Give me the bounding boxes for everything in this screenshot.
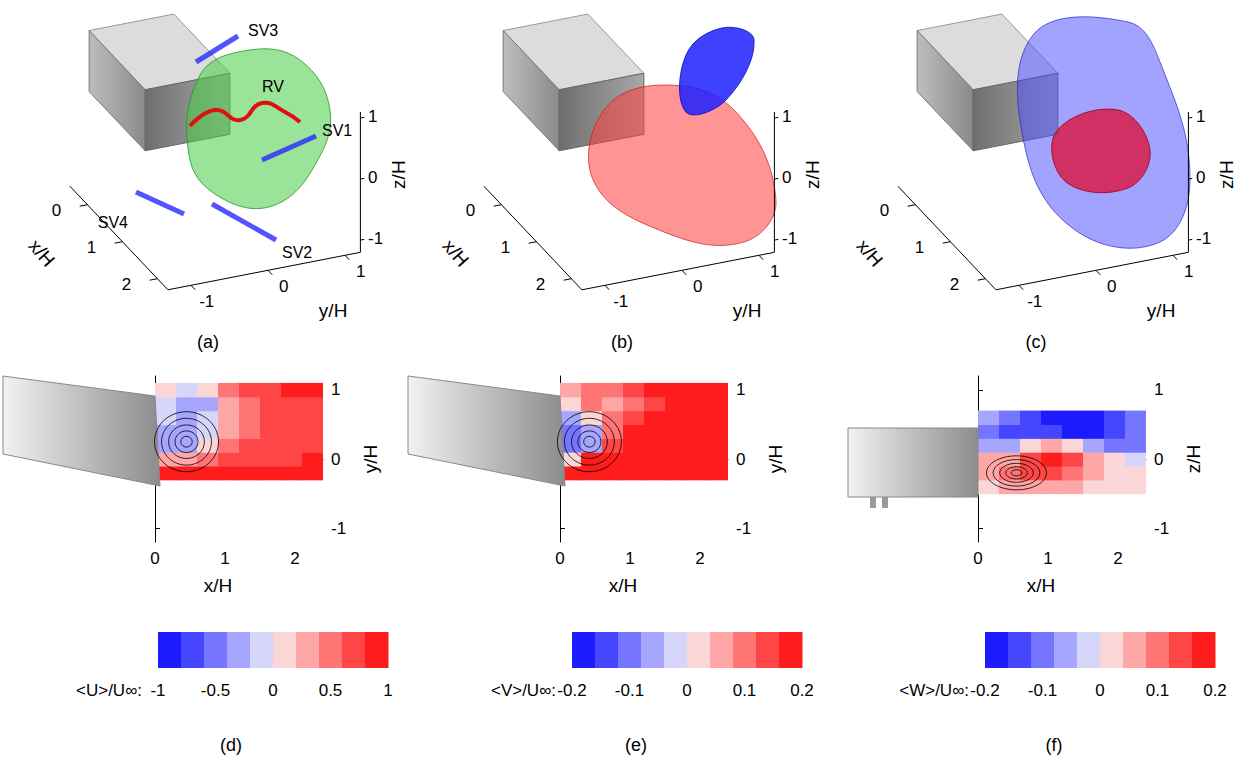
svg-text:0: 0 bbox=[1196, 168, 1205, 187]
svg-text:0: 0 bbox=[1107, 277, 1116, 296]
svg-text:0: 0 bbox=[466, 201, 475, 220]
svg-text:1: 1 bbox=[368, 107, 377, 126]
svg-text:-1: -1 bbox=[150, 681, 165, 700]
svg-text:1: 1 bbox=[1196, 107, 1205, 126]
svg-text:1: 1 bbox=[1184, 262, 1193, 281]
svg-text:0: 0 bbox=[973, 549, 982, 568]
svg-text:2: 2 bbox=[695, 549, 704, 568]
svg-text:1: 1 bbox=[770, 262, 779, 281]
svg-text:y/H: y/H bbox=[1147, 300, 1176, 321]
svg-text:1: 1 bbox=[501, 238, 510, 257]
svg-text:0.2: 0.2 bbox=[790, 681, 814, 700]
svg-text:0: 0 bbox=[682, 681, 691, 700]
svg-text:x/H: x/H bbox=[25, 235, 60, 270]
svg-text:0: 0 bbox=[150, 549, 159, 568]
svg-text:2: 2 bbox=[122, 275, 131, 294]
svg-text:2: 2 bbox=[950, 275, 959, 294]
svg-text:(c): (c) bbox=[1026, 332, 1047, 352]
svg-text:y/H: y/H bbox=[733, 300, 762, 321]
svg-text:z/H: z/H bbox=[802, 160, 823, 189]
svg-text:0.1: 0.1 bbox=[733, 681, 757, 700]
svg-text:0: 0 bbox=[1154, 450, 1163, 469]
svg-text:z/H: z/H bbox=[1183, 445, 1204, 474]
svg-text:-0.1: -0.1 bbox=[1028, 681, 1057, 700]
svg-text:x/H: x/H bbox=[1027, 575, 1056, 596]
svg-text:0: 0 bbox=[279, 277, 288, 296]
svg-text:0: 0 bbox=[782, 168, 791, 187]
svg-text:0: 0 bbox=[268, 681, 277, 700]
svg-text:1: 1 bbox=[331, 380, 340, 399]
svg-text:1: 1 bbox=[915, 238, 924, 257]
svg-text:0: 0 bbox=[368, 168, 377, 187]
svg-text:x/H: x/H bbox=[609, 575, 638, 596]
svg-text:SV1: SV1 bbox=[322, 122, 352, 139]
svg-text:-1: -1 bbox=[613, 292, 628, 311]
svg-text:(e): (e) bbox=[625, 735, 647, 755]
svg-text:-1: -1 bbox=[331, 519, 346, 538]
svg-text:0: 0 bbox=[736, 450, 745, 469]
svg-text:2: 2 bbox=[1113, 549, 1122, 568]
svg-text:-1: -1 bbox=[736, 519, 751, 538]
svg-text:2: 2 bbox=[290, 549, 299, 568]
svg-text:<W>/U∞:: <W>/U∞: bbox=[899, 681, 969, 700]
svg-text:-1: -1 bbox=[368, 229, 383, 248]
svg-text:SV4: SV4 bbox=[98, 214, 128, 231]
svg-text:SV2: SV2 bbox=[282, 244, 312, 261]
svg-text:-0.2: -0.2 bbox=[557, 681, 586, 700]
svg-text:x/H: x/H bbox=[439, 235, 474, 270]
svg-text:-1: -1 bbox=[1154, 519, 1169, 538]
svg-text:RV: RV bbox=[262, 78, 284, 95]
svg-text:(a): (a) bbox=[197, 332, 219, 352]
svg-text:-1: -1 bbox=[199, 292, 214, 311]
svg-text:-0.2: -0.2 bbox=[970, 681, 999, 700]
svg-text:1: 1 bbox=[782, 107, 791, 126]
svg-text:0: 0 bbox=[555, 549, 564, 568]
svg-text:(f): (f) bbox=[1046, 735, 1063, 755]
svg-text:0.1: 0.1 bbox=[1146, 681, 1170, 700]
svg-text:1: 1 bbox=[383, 681, 392, 700]
svg-text:1: 1 bbox=[736, 380, 745, 399]
svg-text:0: 0 bbox=[1095, 681, 1104, 700]
svg-text:0: 0 bbox=[880, 201, 889, 220]
svg-text:(b): (b) bbox=[611, 332, 633, 352]
svg-text:x/H: x/H bbox=[853, 235, 888, 270]
svg-text:x/H: x/H bbox=[204, 575, 233, 596]
svg-text:-1: -1 bbox=[1196, 229, 1211, 248]
svg-text:1: 1 bbox=[87, 238, 96, 257]
svg-text:-0.1: -0.1 bbox=[615, 681, 644, 700]
svg-text:SV3: SV3 bbox=[248, 22, 278, 39]
svg-text:1: 1 bbox=[625, 549, 634, 568]
svg-text:1: 1 bbox=[1043, 549, 1052, 568]
svg-text:2: 2 bbox=[536, 275, 545, 294]
svg-text:0.5: 0.5 bbox=[319, 681, 343, 700]
svg-text:-1: -1 bbox=[1027, 292, 1042, 311]
svg-text:1: 1 bbox=[356, 262, 365, 281]
svg-text:z/H: z/H bbox=[1216, 160, 1237, 189]
svg-text:0: 0 bbox=[52, 201, 61, 220]
svg-text:1: 1 bbox=[220, 549, 229, 568]
svg-text:1: 1 bbox=[1154, 380, 1163, 399]
svg-text:y/H: y/H bbox=[319, 300, 348, 321]
svg-text:-1: -1 bbox=[782, 229, 797, 248]
svg-text:y/H: y/H bbox=[765, 445, 786, 474]
svg-text:<U>/U∞:: <U>/U∞: bbox=[76, 681, 142, 700]
svg-text:0.2: 0.2 bbox=[1203, 681, 1227, 700]
svg-text:<V>/U∞:: <V>/U∞: bbox=[491, 681, 556, 700]
svg-text:z/H: z/H bbox=[388, 160, 409, 189]
svg-text:0: 0 bbox=[331, 450, 340, 469]
svg-text:-0.5: -0.5 bbox=[201, 681, 230, 700]
svg-text:y/H: y/H bbox=[360, 445, 381, 474]
svg-text:(d): (d) bbox=[220, 735, 242, 755]
svg-text:0: 0 bbox=[693, 277, 702, 296]
